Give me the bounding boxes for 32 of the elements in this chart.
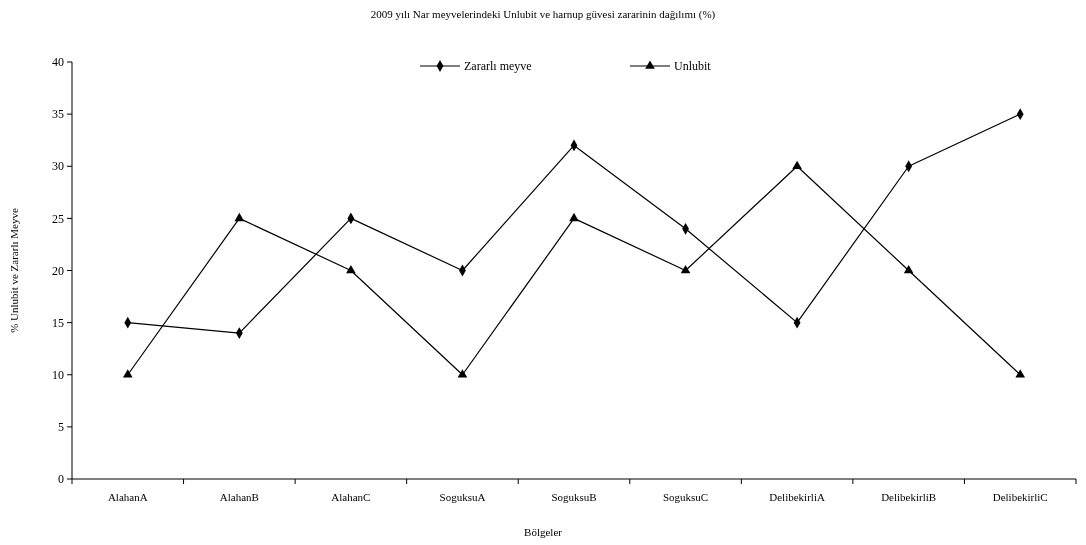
point bbox=[234, 212, 245, 222]
point bbox=[792, 160, 802, 170]
y-tick-label: 10 bbox=[52, 367, 64, 382]
chart-title: 2009 yılı Nar meyvelerindeki Unlubit ve harnup güvesi zararinin dağılımı (%) bbox=[370, 8, 716, 21]
legend-label: Unlubit bbox=[674, 59, 712, 74]
y-tick-label: 40 bbox=[52, 55, 64, 70]
y-tick-label: 25 bbox=[52, 211, 64, 226]
point bbox=[680, 264, 691, 274]
x-tick-label: DelibekirliC bbox=[992, 491, 1048, 503]
point bbox=[569, 212, 579, 222]
x-axis-title: Bölgeler bbox=[524, 526, 563, 538]
y-tick-label: 35 bbox=[52, 107, 64, 122]
y-tick-label: 15 bbox=[52, 315, 64, 330]
legend-label: Zararlı meyve bbox=[464, 59, 532, 74]
point bbox=[122, 369, 133, 378]
point bbox=[457, 369, 468, 378]
x-tick-label: SoguksuC bbox=[662, 491, 709, 503]
point bbox=[903, 264, 914, 274]
x-tick-label: AlahanA bbox=[107, 491, 148, 503]
x-tick-label: AlahanB bbox=[219, 491, 259, 503]
x-tick-label: DelibekirliB bbox=[881, 491, 937, 503]
y-tick-label: 0 bbox=[58, 472, 64, 487]
point bbox=[1015, 369, 1026, 378]
x-tick-label: AlahanC bbox=[331, 491, 371, 503]
x-tick-label: SoguksuB bbox=[551, 491, 597, 503]
x-tick-label: DelibekirliA bbox=[769, 491, 825, 503]
y-tick-label: 5 bbox=[58, 420, 64, 435]
point bbox=[346, 264, 356, 274]
y-tick-label: 30 bbox=[52, 159, 64, 174]
x-tick-label: SoguksuA bbox=[439, 491, 486, 503]
y-axis-title: % Unlubit ve Zararlı Meyve bbox=[8, 208, 20, 333]
y-tick-label: 20 bbox=[52, 263, 64, 278]
